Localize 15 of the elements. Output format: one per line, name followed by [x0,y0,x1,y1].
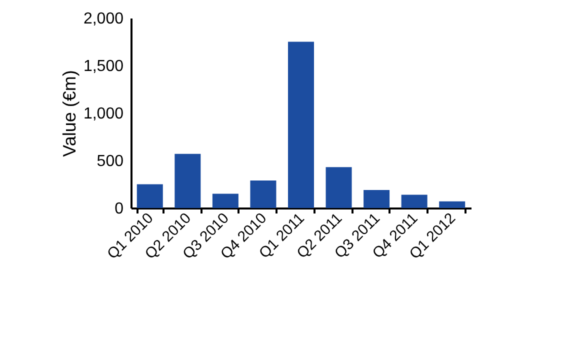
bar [288,42,314,208]
y-tick-label: 2,000 [83,10,124,28]
y-axis-title: Value (€m) [59,70,80,157]
y-tick-label: 500 [96,153,124,170]
bar [401,194,428,208]
bar [174,154,201,208]
y-tick-label: 0 [114,200,124,218]
y-tick-label: 1,500 [83,58,124,75]
bar [212,194,238,208]
bar [439,201,466,208]
bar [326,167,352,208]
bar [136,184,163,208]
bar [364,190,390,208]
y-tick-label: 1,000 [83,106,124,122]
bar [250,180,276,208]
